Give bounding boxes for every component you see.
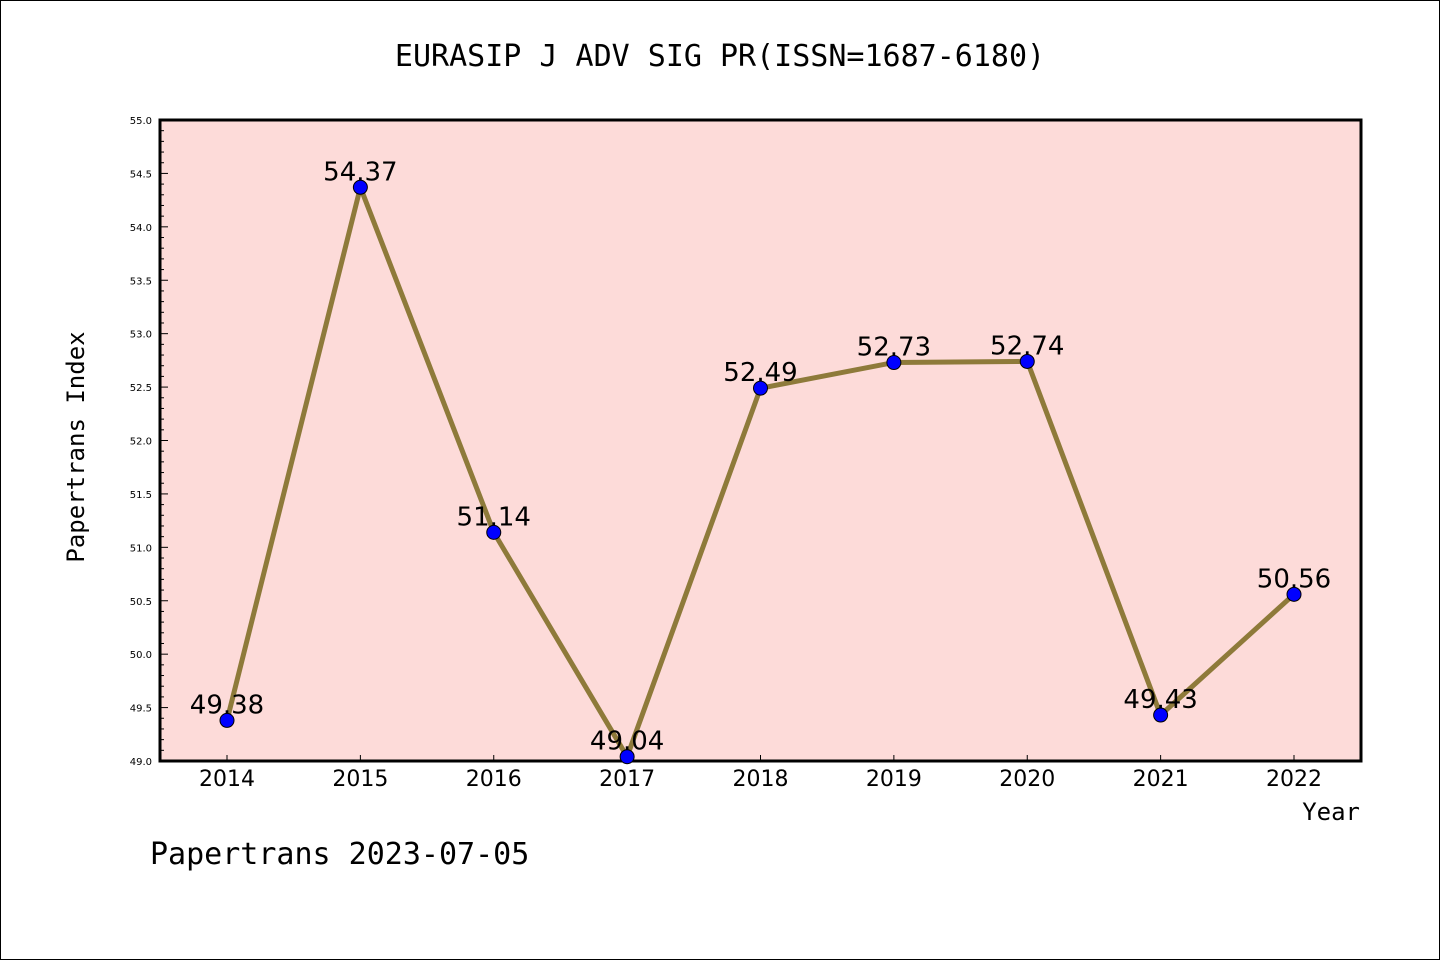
y-tick-label: 51.5 bbox=[130, 490, 152, 501]
x-tick-label: 2021 bbox=[1133, 767, 1189, 792]
y-tick-label: 52.0 bbox=[130, 437, 152, 448]
y-tick-label: 49.5 bbox=[130, 704, 152, 715]
chart-title: EURASIP J ADV SIG PR(ISSN=1687-6180) bbox=[395, 39, 1045, 74]
series-points-group bbox=[219, 179, 1302, 765]
x-tick-label: 2015 bbox=[332, 767, 388, 792]
data-label: 49.38 bbox=[190, 690, 264, 720]
plot-area bbox=[158, 118, 1363, 763]
data-point bbox=[219, 712, 235, 728]
y-tick-label: 49.0 bbox=[130, 757, 152, 768]
data-point bbox=[1019, 353, 1035, 369]
x-tick-label: 2019 bbox=[866, 767, 922, 792]
data-point bbox=[486, 524, 502, 540]
data-point bbox=[753, 380, 768, 396]
x-tick-label: 2018 bbox=[733, 767, 789, 792]
x-tick-label: 2014 bbox=[199, 767, 255, 792]
data-label: 52.49 bbox=[723, 358, 797, 388]
y-tick-label: 50.5 bbox=[130, 597, 152, 608]
data-label: 52.74 bbox=[990, 331, 1064, 361]
data-label: 52.73 bbox=[857, 333, 931, 363]
data-point bbox=[619, 749, 635, 765]
x-tick-label: 2017 bbox=[599, 767, 655, 792]
y-tick-label: 54.5 bbox=[130, 169, 152, 180]
source-footer: Papertrans 2023-07-05 bbox=[150, 837, 529, 872]
x-tick-label: 2016 bbox=[466, 767, 522, 792]
data-label: 49.43 bbox=[1123, 685, 1197, 715]
x-axis-label: Year bbox=[1302, 798, 1360, 826]
data-label: 54.37 bbox=[323, 157, 397, 187]
y-axis-label: Papertrans Index bbox=[62, 331, 90, 562]
x-tick-label: 2020 bbox=[999, 767, 1055, 792]
y-tick-label: 54.0 bbox=[130, 223, 152, 234]
data-label: 49.04 bbox=[590, 727, 664, 757]
y-tick-label: 55.0 bbox=[130, 116, 152, 127]
data-point bbox=[352, 179, 368, 195]
data-labels-group: 49.38 54.37 51.14 49.04 52.49 52.73 52.74 49.43… bbox=[190, 157, 1331, 756]
x-axis-ticks: 2014 2015 2016 2017 2018 2019 2020 2021 2022 bbox=[199, 755, 1322, 792]
y-tick-label: 52.5 bbox=[130, 383, 152, 394]
y-tick-label: 53.0 bbox=[130, 330, 152, 341]
y-axis-ticks: 49.0 49.5 50.0 50.5 51.0 51.5 52.0 52.5 53.0 53.5… bbox=[130, 116, 168, 768]
data-label: 50.56 bbox=[1257, 564, 1331, 594]
data-label: 51.14 bbox=[457, 502, 531, 532]
y-tick-label: 53.5 bbox=[130, 276, 152, 287]
y-tick-label: 51.0 bbox=[130, 543, 152, 554]
data-point bbox=[1153, 707, 1169, 723]
y-tick-label: 50.0 bbox=[130, 650, 152, 661]
data-point bbox=[1286, 586, 1302, 602]
x-tick-label: 2022 bbox=[1266, 767, 1322, 792]
data-point bbox=[886, 355, 902, 371]
